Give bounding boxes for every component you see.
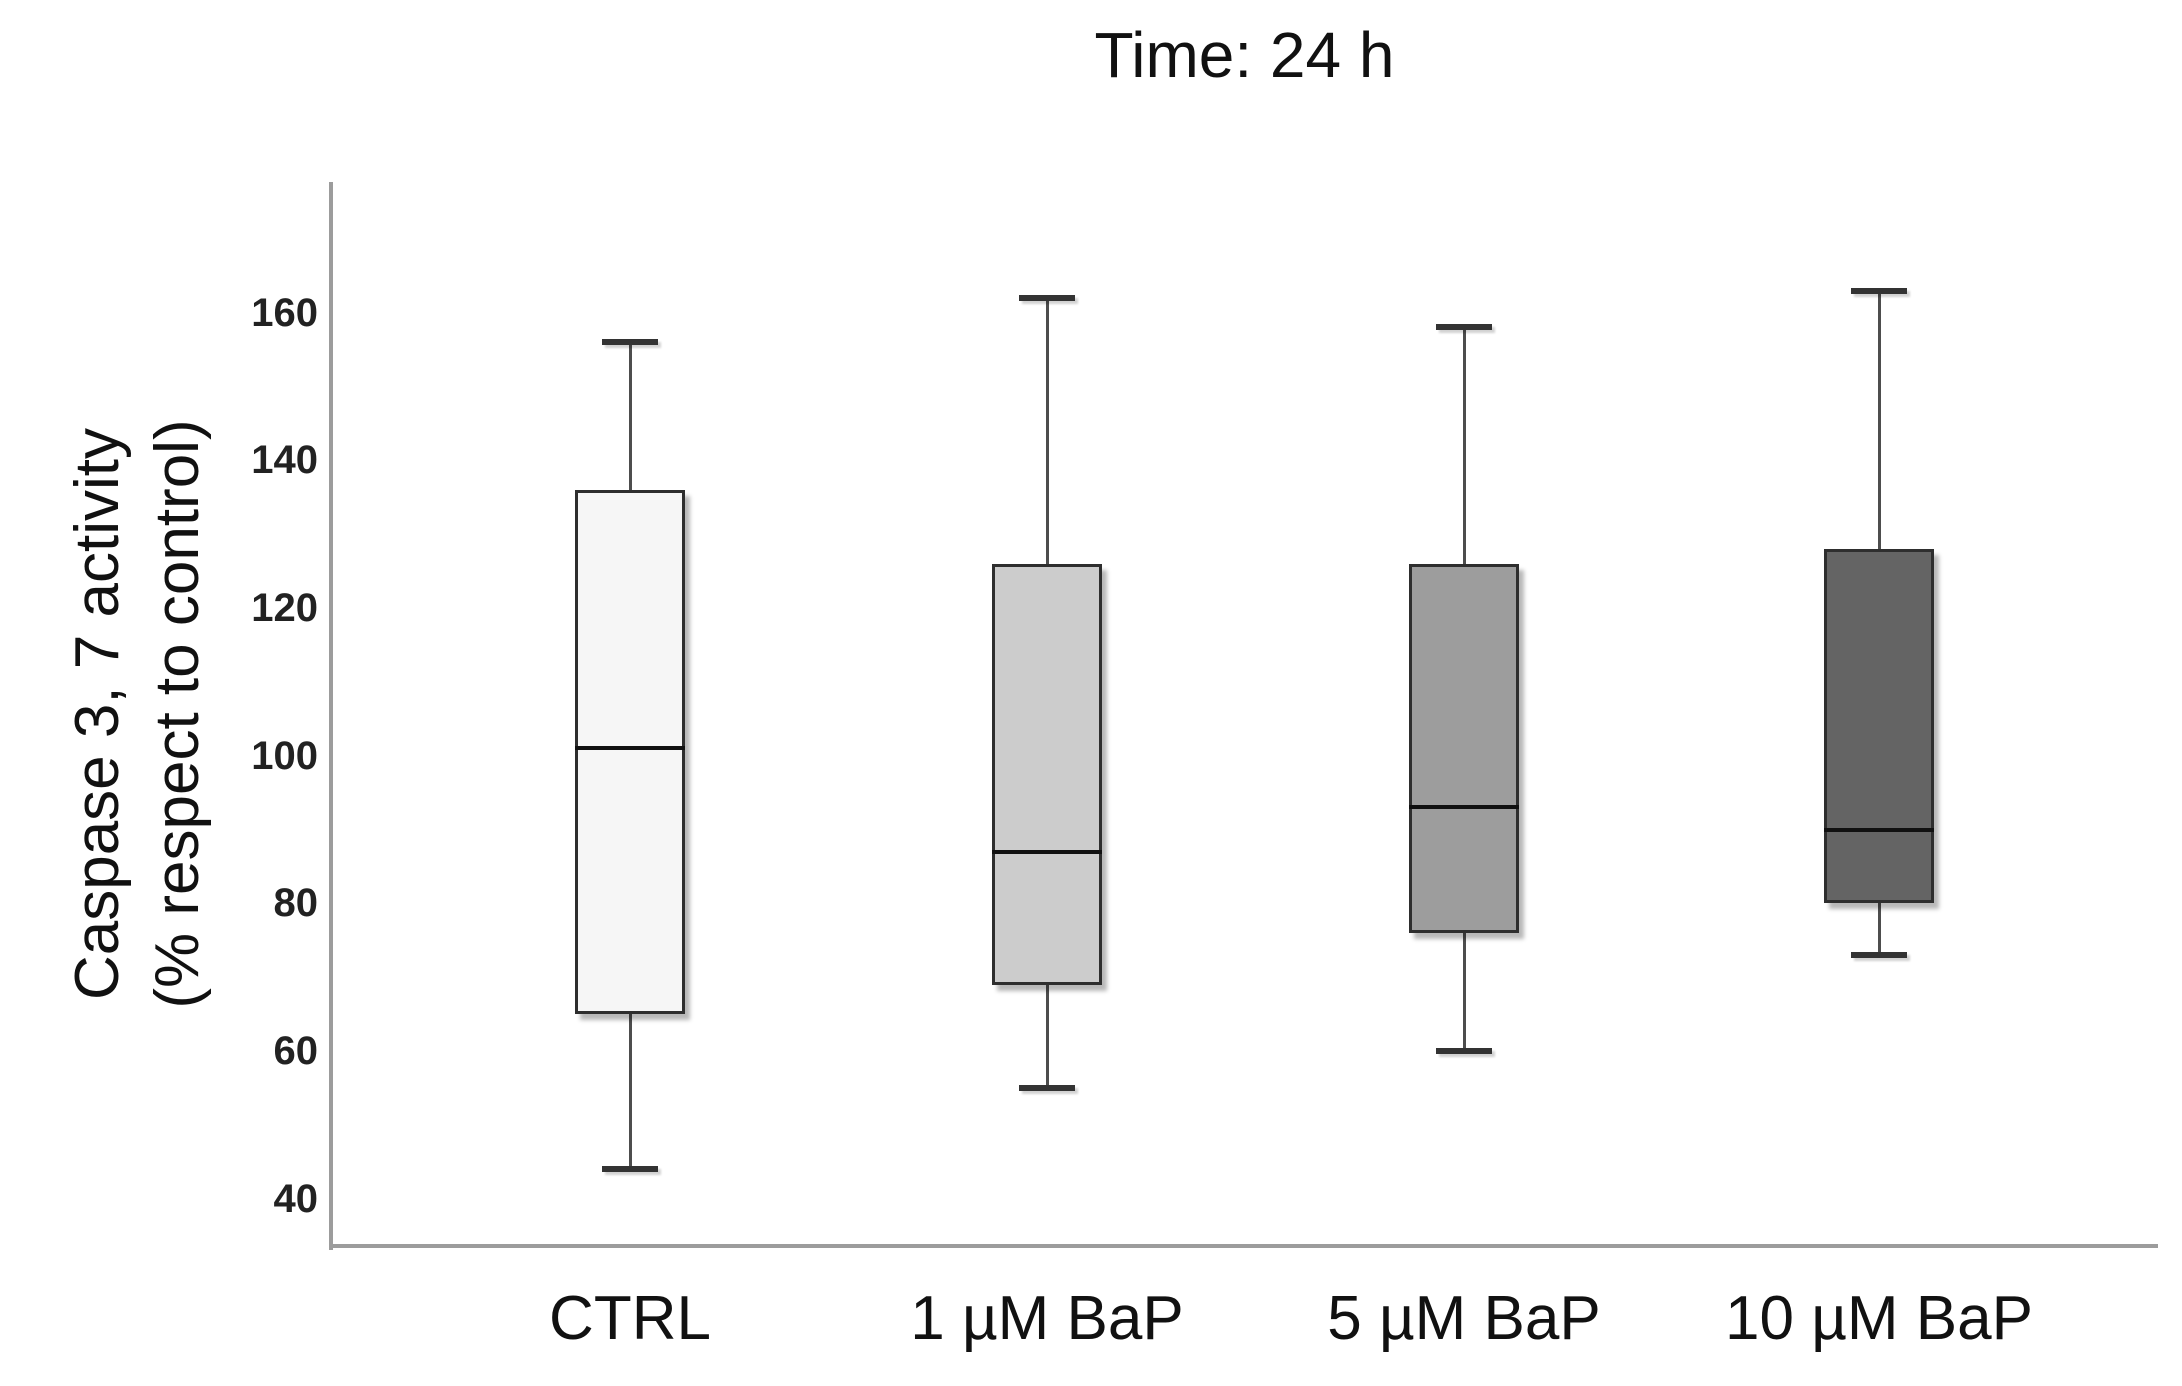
x-category-label-5-m-bap: 5 µM BaP — [1327, 1284, 1601, 1353]
whisker-upper-line-1-m-bap — [1045, 297, 1049, 564]
x-axis-line — [329, 1244, 2158, 1248]
whisker-lower-line-10-m-bap — [1877, 903, 1881, 956]
whisker-lower-cap-1-m-bap — [1019, 1084, 1075, 1091]
box-10-m-bap — [1824, 548, 1934, 904]
whisker-lower-cap-ctrl — [602, 1166, 658, 1173]
box-ctrl — [575, 489, 685, 1015]
box-5-m-bap — [1409, 563, 1519, 933]
x-category-label-1-m-bap: 1 µM BaP — [910, 1284, 1184, 1353]
whisker-lower-line-5-m-bap — [1462, 932, 1466, 1052]
y-axis-line — [329, 182, 333, 1250]
whisker-upper-cap-ctrl — [602, 339, 658, 346]
median-line-5-m-bap — [1409, 805, 1519, 810]
median-line-ctrl — [575, 746, 685, 751]
y-tick-label-40: 40 — [273, 1176, 319, 1221]
whisker-upper-cap-1-m-bap — [1019, 294, 1075, 301]
median-line-10-m-bap — [1824, 827, 1934, 832]
x-category-label-10-m-bap: 10 µM BaP — [1725, 1284, 2033, 1353]
y-tick-label-140: 140 — [251, 438, 318, 483]
whisker-lower-cap-10-m-bap — [1851, 952, 1907, 959]
chart-title: Time: 24 h — [1094, 19, 1395, 91]
whisker-lower-cap-5-m-bap — [1436, 1048, 1492, 1055]
whisker-lower-line-1-m-bap — [1045, 984, 1049, 1088]
median-line-1-m-bap — [992, 849, 1102, 854]
y-tick-label-100: 100 — [251, 733, 318, 778]
whisker-upper-line-10-m-bap — [1877, 290, 1881, 549]
whisker-upper-line-ctrl — [628, 342, 632, 490]
whisker-upper-cap-10-m-bap — [1851, 287, 1907, 294]
y-tick-label-60: 60 — [273, 1029, 319, 1074]
whisker-upper-cap-5-m-bap — [1436, 324, 1492, 331]
whisker-lower-line-ctrl — [628, 1014, 632, 1170]
x-category-label-ctrl: CTRL — [549, 1284, 711, 1353]
y-tick-label-80: 80 — [273, 881, 319, 926]
box-1-m-bap — [992, 563, 1102, 985]
whisker-upper-line-5-m-bap — [1462, 327, 1466, 564]
y-tick-label-120: 120 — [251, 586, 318, 631]
y-tick-label-160: 160 — [251, 290, 318, 335]
